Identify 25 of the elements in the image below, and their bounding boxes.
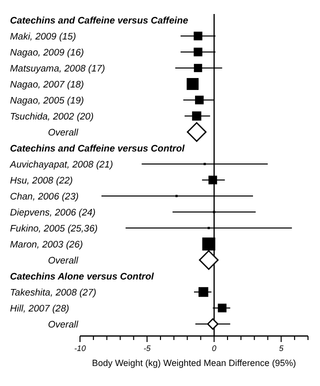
y-tick-label: Chan, 2006 (23) [10,192,79,202]
y-tick-label: Overall [48,320,79,330]
y-tick-label: Nagao, 2009 (16) [10,48,84,58]
y-tick-label: Tsuchida, 2002 (20) [10,112,94,122]
y-tick-label: Takeshita, 2008 (27) [10,288,96,298]
y-tick-label: Maki, 2009 (15) [10,32,76,42]
x-tick-label: -5 [143,344,152,353]
y-tick-label: Catechins and Caffeine versus Control [10,144,185,154]
y-tick-label: Nagao, 2007 (18) [10,80,84,90]
x-axis-title: Body Weight (kg) Weighted Mean Difference (95%) [92,358,296,368]
x-tick-label: 0 [212,344,217,353]
y-tick-label: Catechins Alone versus Control [10,272,154,282]
x-tick-label: -10 [74,344,86,353]
y-tick-label: Catechins and Caffeine versus Caffeine [10,16,189,26]
y-tick-label: Hill, 2007 (28) [10,304,70,314]
x-tick-label: 5 [278,344,284,353]
y-tick-label: Matsuyama, 2008 (17) [10,64,106,74]
y-tick-label: Overall [48,256,79,266]
y-tick-label: Auvichayapat, 2008 (21) [9,160,113,170]
y-tick-label: Hsu, 2008 (22) [10,176,73,186]
y-tick-label: Maron, 2003 (26) [10,240,83,250]
y-tick-label: Fukino, 2005 (25,36) [10,224,98,234]
y-tick-label: Nagao, 2005 (19) [10,96,84,106]
y-tick-label: Diepvens, 2006 (24) [10,208,96,218]
y-tick-label: Overall [48,128,79,138]
